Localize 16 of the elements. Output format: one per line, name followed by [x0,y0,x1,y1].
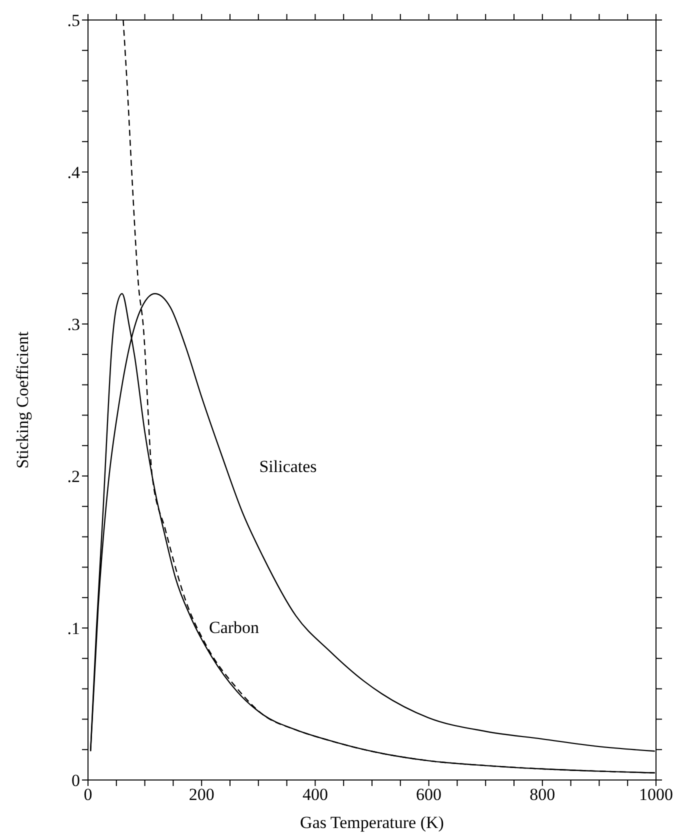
y-tick-label: .3 [67,315,80,334]
x-tick-label: 400 [302,785,328,804]
x-tick-label: 1000 [639,785,673,804]
x-tick-label: 200 [188,785,214,804]
y-tick-label: .5 [67,11,80,30]
x-axis-title: Gas Temperature (K) [300,813,444,832]
x-tick-label: 600 [416,785,442,804]
y-tick-label: .1 [67,619,80,638]
y-tick-label: .2 [67,467,80,486]
y-axis-title: Sticking Coefficient [13,331,32,469]
x-tick-label: 800 [530,785,556,804]
y-tick-label: 0 [72,771,80,790]
y-tick-label: .4 [67,163,80,182]
series-label: Carbon [208,618,260,638]
series-label: Silicates [259,457,317,477]
x-tick-label: 0 [84,785,92,804]
